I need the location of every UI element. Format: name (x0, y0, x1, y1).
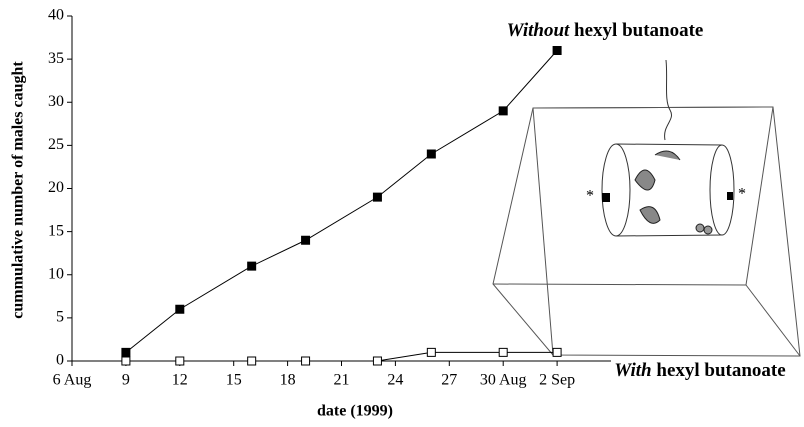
marker (553, 47, 561, 55)
marker (373, 193, 381, 201)
series-line (126, 51, 557, 353)
marker (248, 357, 256, 365)
marker (553, 348, 561, 356)
y-tick-label: 15 (48, 222, 64, 239)
x-axis-title: date (1999) (317, 403, 393, 420)
series-label-part: With (614, 360, 651, 381)
inset-mark: * (586, 188, 594, 205)
x-tick-label: 21 (334, 372, 350, 389)
marker (499, 348, 507, 356)
y-tick-label: 5 (56, 309, 64, 326)
y-tick-label: 35 (48, 50, 64, 67)
x-tick-label: 9 (122, 372, 130, 389)
x-tick-label: 30 Aug (480, 372, 527, 389)
y-tick-label: 10 (48, 265, 64, 282)
marker (176, 305, 184, 313)
x-tick-label: 24 (387, 372, 403, 389)
series-line (126, 352, 557, 361)
trap-illustration (493, 60, 800, 356)
marker (302, 236, 310, 244)
marker (427, 348, 435, 356)
y-tick-label: 25 (48, 136, 64, 153)
marker (499, 107, 507, 115)
series-label: With hexyl butanoate (614, 360, 785, 381)
x-tick-label: 2 Sep (539, 372, 575, 389)
y-axis-title: cummulative number of males caught (10, 61, 27, 319)
marker (373, 357, 381, 365)
series-label-part: hexyl butanoate (652, 360, 786, 381)
y-tick-label: 20 (48, 179, 64, 196)
series-label-part: Without (507, 20, 570, 41)
series-label-part: hexyl butanoate (569, 20, 703, 41)
marker (176, 357, 184, 365)
y-tick-label: 40 (48, 7, 64, 24)
marker (302, 357, 310, 365)
x-tick-label: 18 (280, 372, 296, 389)
series-label: Without hexyl butanoate (507, 20, 704, 41)
x-tick-label: 12 (172, 372, 188, 389)
inset-mark: * (738, 186, 746, 203)
marker (248, 262, 256, 270)
marker (122, 348, 130, 356)
chart: cummulative number of males caught date … (0, 0, 804, 427)
marker (122, 357, 130, 365)
y-tick-label: 30 (48, 93, 64, 110)
x-tick-label: 6 Aug (53, 372, 92, 389)
y-tick-label: 0 (56, 352, 64, 369)
x-tick-label: 27 (441, 372, 457, 389)
marker (427, 150, 435, 158)
x-tick-label: 15 (226, 372, 242, 389)
